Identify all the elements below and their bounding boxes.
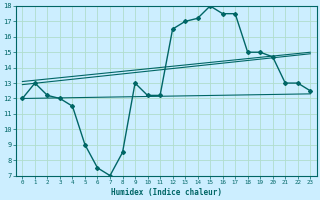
X-axis label: Humidex (Indice chaleur): Humidex (Indice chaleur) (111, 188, 222, 197)
